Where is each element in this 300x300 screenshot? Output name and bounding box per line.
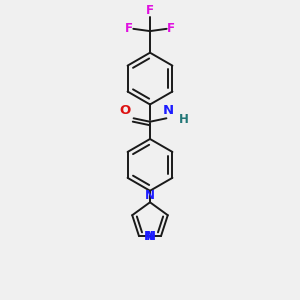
Text: N: N bbox=[144, 230, 154, 243]
Text: N: N bbox=[162, 104, 173, 117]
Text: F: F bbox=[167, 22, 175, 35]
Text: F: F bbox=[125, 22, 133, 35]
Text: F: F bbox=[146, 4, 154, 17]
Text: O: O bbox=[120, 103, 131, 117]
Text: H: H bbox=[179, 113, 189, 126]
Text: N: N bbox=[146, 230, 156, 243]
Text: N: N bbox=[145, 189, 155, 202]
